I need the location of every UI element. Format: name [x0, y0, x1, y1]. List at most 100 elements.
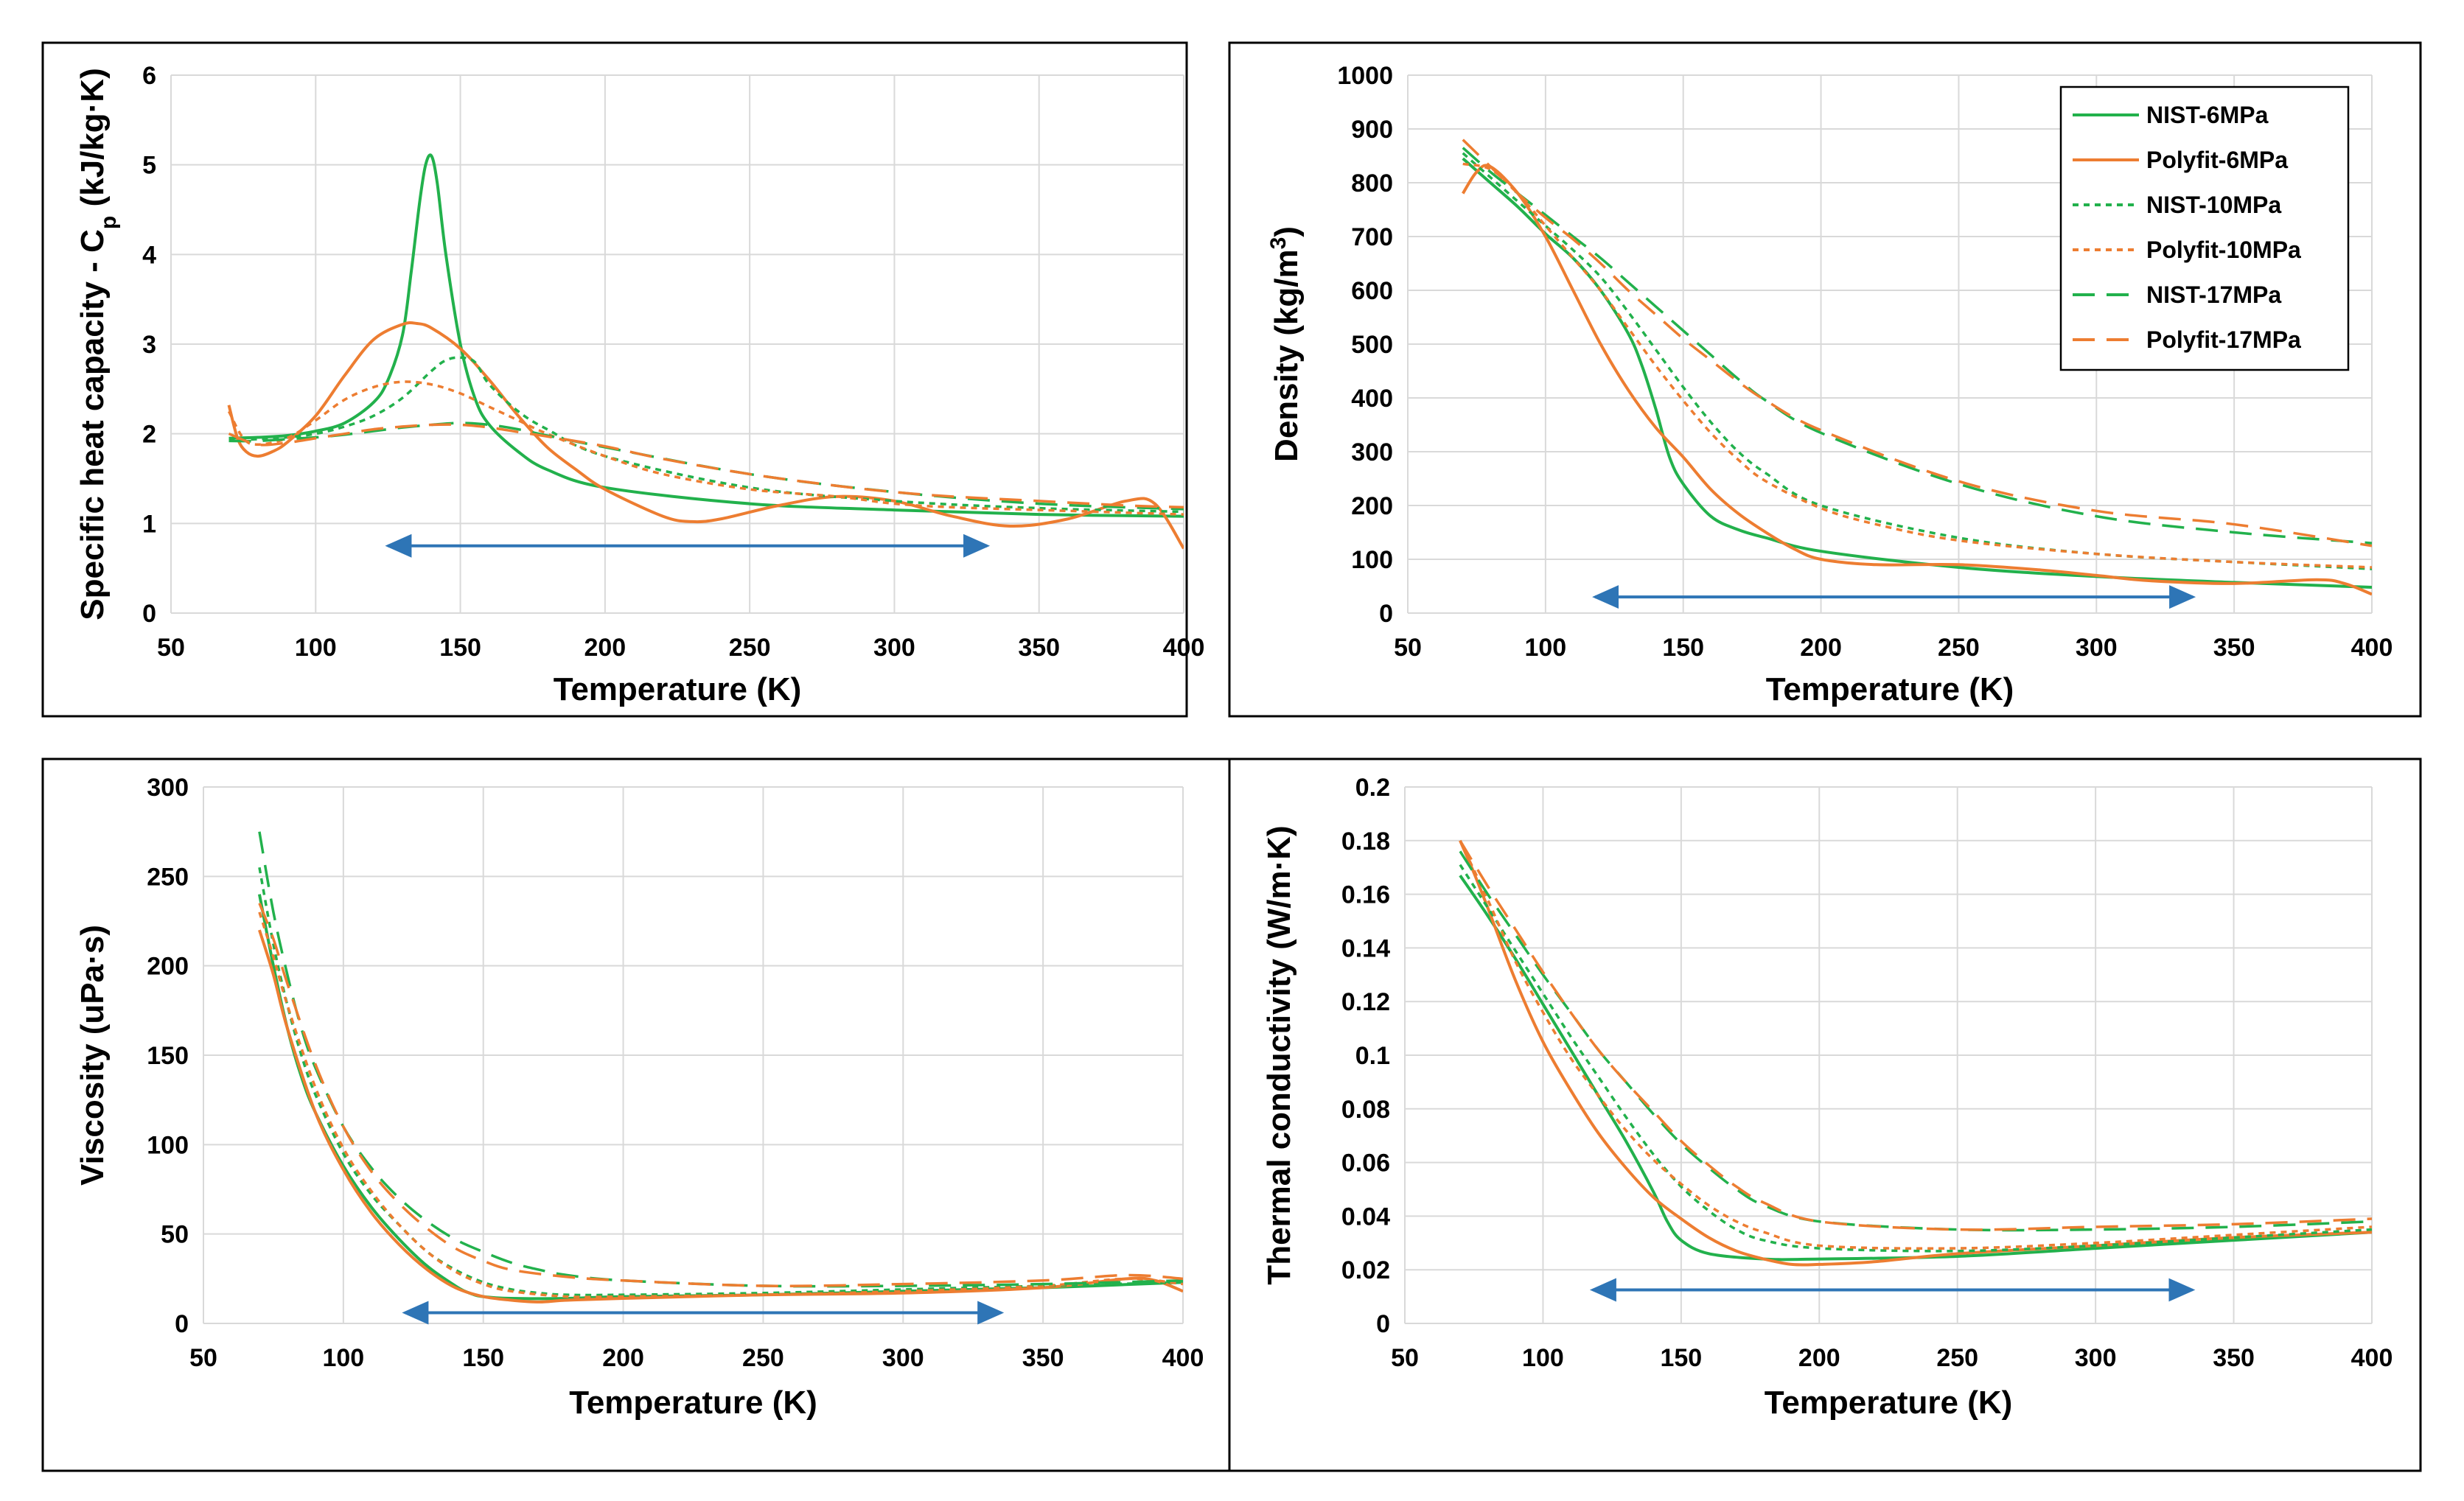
y-tick-label: 4	[142, 241, 156, 269]
x-tick-label: 100	[322, 1344, 364, 1372]
series-line-polyfit-6mpa	[227, 321, 1184, 550]
x-tick-label: 50	[189, 1344, 217, 1372]
series-line-nist-10mpa	[258, 867, 1183, 1297]
x-tick-label: 150	[1662, 634, 1704, 662]
legend-entry: Polyfit-6MPa	[2146, 147, 2288, 173]
series-line-polyfit-17mpa	[228, 423, 1184, 509]
x-tick-label: 50	[1391, 1344, 1419, 1372]
series-line-polyfit-17mpa	[258, 903, 1183, 1287]
series-line-nist-17mpa	[1462, 147, 2372, 545]
y-axis-label: Viscosity (uPa·s)	[74, 925, 111, 1186]
x-tick-label: 50	[1394, 634, 1422, 662]
y-axis-label-sup: 3	[1266, 237, 1291, 250]
y-axis-label-tail: (kJ/kg·K)	[74, 68, 111, 215]
x-tick-label: 100	[295, 634, 337, 662]
x-axis-label: Temperature (K)	[1766, 671, 2014, 707]
y-tick-label: 300	[147, 774, 189, 802]
chart-panel-4: 50 100 150 200 250 300 350 400 0 0.02 0.04 0.06 0.08…	[1228, 758, 2422, 1472]
x-tick-label: 300	[2076, 634, 2118, 662]
y-axis-label-main: Thermal conductivity (W/m·K)	[1261, 825, 1297, 1284]
y-tick-label: 100	[147, 1131, 189, 1159]
x-tick-label: 300	[882, 1344, 924, 1372]
y-axis-label-main: Viscosity (uPa·s)	[74, 925, 111, 1186]
y-tick-label: 0.2	[1355, 774, 1390, 802]
chart-panel-2: 50 100 150 200 250 300 350 400 0 100 200 300 400 500 6…	[1228, 41, 2422, 718]
chart-panel-1: 50 100 150 200 250 300 350 400 0 1 2 3 4 5 6 Temperatur…	[41, 41, 1205, 718]
x-tick-label: 250	[1938, 634, 1980, 662]
y-tick-label: 250	[147, 863, 189, 891]
y-tick-label: 5	[142, 152, 156, 180]
legend-box	[2059, 85, 2350, 371]
series-line-polyfit-10mpa	[227, 380, 1184, 516]
x-tick-label: 100	[1522, 1344, 1564, 1372]
y-tick-label: 0.06	[1341, 1150, 1390, 1178]
panel-frame	[41, 41, 1188, 718]
legend-entry: NIST-17MPa	[2146, 281, 2281, 308]
y-tick-label: 800	[1351, 169, 1393, 197]
x-tick-label: 350	[1018, 634, 1060, 662]
series-line-polyfit-6mpa	[1462, 164, 2372, 596]
y-tick-label: 0.12	[1341, 988, 1390, 1016]
y-tick-label: 700	[1351, 223, 1393, 251]
y-tick-label: 200	[1351, 492, 1393, 520]
y-tick-label: 0	[175, 1310, 189, 1338]
y-tick-label: 500	[1351, 331, 1393, 359]
y-axis-label-main: Specific heat capacity - C	[74, 229, 111, 620]
panel-frame	[1228, 41, 2422, 718]
series-line-nist-17mpa	[1459, 850, 2372, 1232]
x-tick-label: 350	[2213, 1344, 2255, 1372]
series-line-polyfit-17mpa	[1462, 139, 2372, 547]
y-tick-label: 0.16	[1341, 881, 1390, 909]
x-tick-label: 150	[1660, 1344, 1702, 1372]
y-axis-label: Thermal conductivity (W/m·K)	[1261, 825, 1297, 1284]
x-axis-label: Temperature (K)	[1765, 1385, 2013, 1421]
x-tick-label: 50	[157, 634, 185, 662]
chart-panel-3: 50 100 150 200 250 300 350 40005010015020025030…	[41, 758, 1231, 1472]
series-line-nist-17mpa	[258, 831, 1183, 1288]
x-tick-label: 150	[439, 634, 481, 662]
y-axis-label: Density (kg/m3)	[1266, 226, 1305, 462]
y-tick-label: 0.14	[1341, 934, 1390, 962]
y-tick-label: 0.04	[1341, 1203, 1390, 1231]
legend-entry: Polyfit-10MPa	[2146, 237, 2301, 263]
y-axis-label-tail: )	[1268, 226, 1305, 237]
panel-frame	[1228, 758, 2422, 1472]
x-tick-label: 400	[2351, 634, 2393, 662]
y-tick-label: 100	[1351, 546, 1393, 574]
y-tick-label: 300	[1351, 438, 1393, 466]
y-tick-label: 0.08	[1341, 1096, 1390, 1124]
legend: NIST-6MPa Polyfit-6MPa NIST-10MPa Polyfit-1…	[2059, 85, 2350, 371]
series-line-polyfit-10mpa	[1462, 162, 2372, 569]
y-tick-label: 6	[142, 62, 156, 90]
x-tick-label: 400	[1163, 634, 1205, 662]
series-line-nist-10mpa	[1459, 864, 2372, 1253]
y-tick-label: 3	[142, 331, 156, 359]
y-tick-label: 0	[1379, 600, 1393, 628]
x-tick-label: 200	[1798, 1344, 1840, 1372]
legend-entry: NIST-6MPa	[2146, 102, 2269, 128]
y-tick-label: 150	[147, 1042, 189, 1070]
x-tick-label: 100	[1524, 634, 1566, 662]
y-axis-label-sub: p	[97, 216, 121, 229]
x-axis-label: Temperature (K)	[554, 671, 802, 707]
x-tick-label: 400	[1162, 1344, 1204, 1372]
y-tick-label: 600	[1351, 277, 1393, 305]
x-tick-label: 300	[873, 634, 915, 662]
y-tick-label: 900	[1351, 116, 1393, 144]
y-tick-label: 1	[142, 510, 156, 538]
y-axis-label-main: Density (kg/m	[1268, 249, 1305, 462]
series-line-nist-6mpa	[228, 153, 1184, 518]
y-tick-label: 0.02	[1341, 1256, 1390, 1284]
y-tick-label: 200	[147, 953, 189, 981]
series-line-nist-10mpa	[228, 356, 1184, 514]
y-tick-label: 400	[1351, 385, 1393, 413]
y-tick-label: 0	[1376, 1310, 1390, 1338]
x-tick-label: 350	[1022, 1344, 1064, 1372]
y-tick-label: 2	[142, 421, 156, 449]
x-tick-label: 300	[2075, 1344, 2117, 1372]
series-line-nist-6mpa	[1462, 157, 2372, 589]
x-tick-label: 200	[1800, 634, 1842, 662]
x-tick-label: 250	[1936, 1344, 1978, 1372]
x-tick-label: 200	[584, 634, 626, 662]
